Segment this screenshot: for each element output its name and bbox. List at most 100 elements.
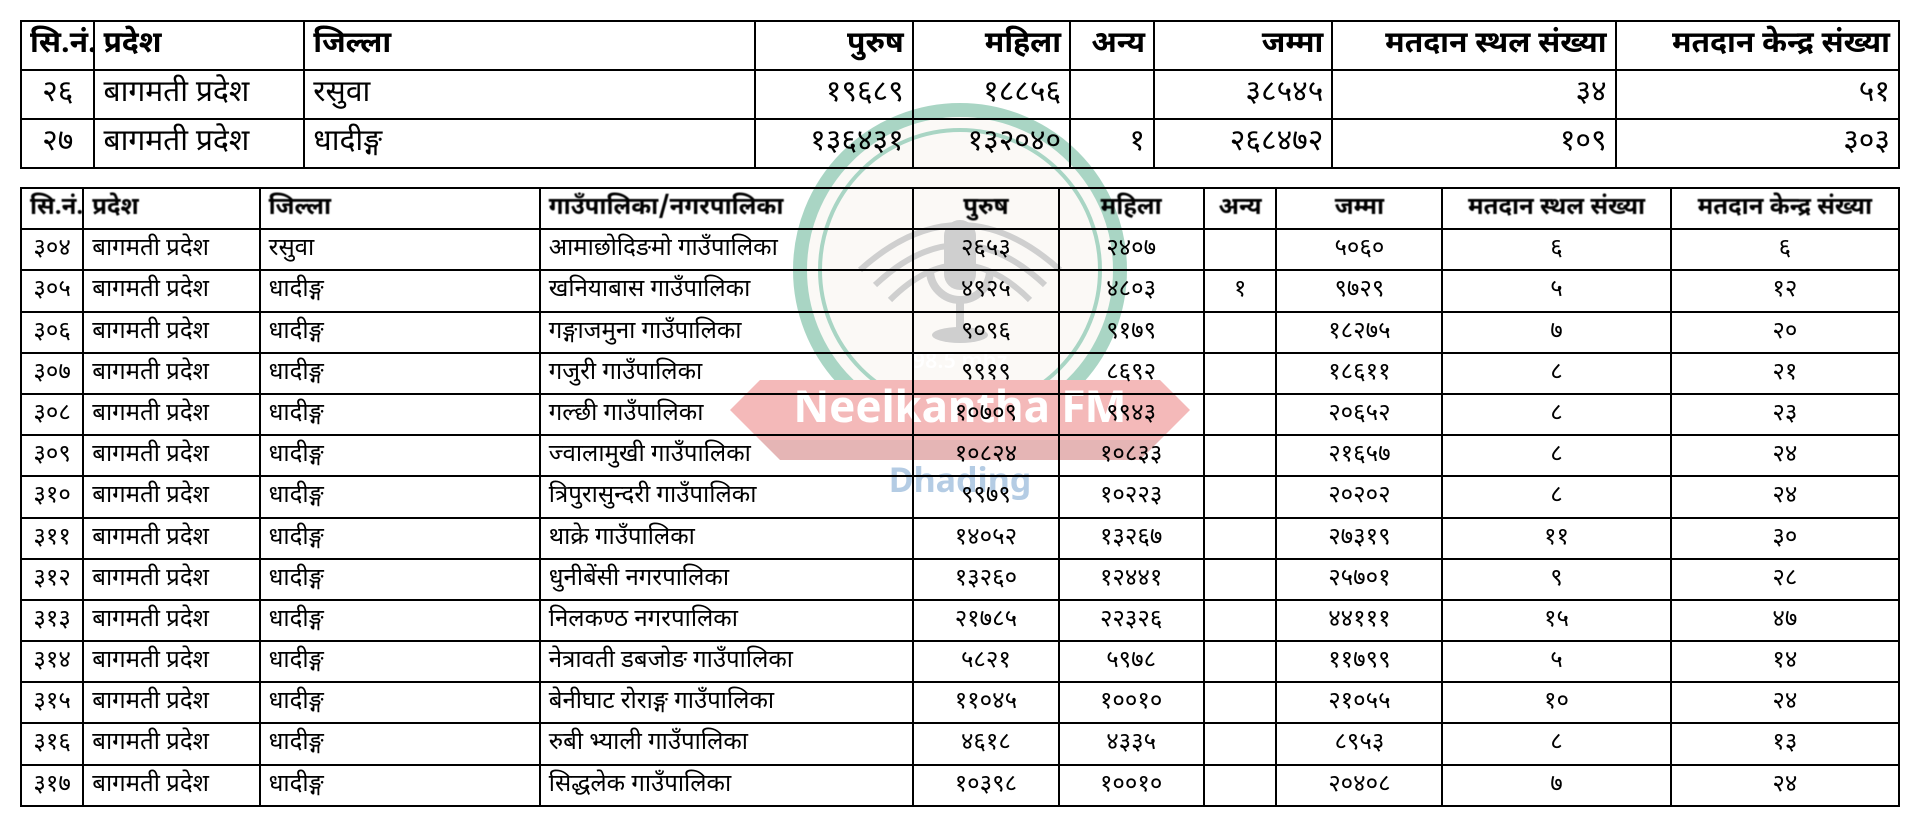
table2-cell: ७ [1442,765,1670,806]
table2-cell: धादीङ्ग [260,312,540,353]
table2-cell: २७३१९ [1276,518,1442,559]
table2-cell: गल्छी गाउँपालिका [540,394,914,435]
table1-col-1: प्रदेश [94,21,304,70]
table2-cell: ५ [1442,270,1670,311]
table1-cell: बागमती प्रदेश [94,119,304,168]
table2-cell [1204,682,1277,723]
table2-cell: ज्वालामुखी गाउँपालिका [540,435,914,476]
table2-cell: ३१२ [21,559,83,600]
table2-cell: ३०६ [21,312,83,353]
table1-cell: रसुवा [304,70,755,119]
table1-col-0: सि.नं. [21,21,94,70]
table2-col-5: महिला [1059,188,1204,229]
table2-cell: ३०४ [21,229,83,270]
table2-cell: ३११ [21,518,83,559]
table2-cell: रुबी भ्याली गाउँपालिका [540,723,914,764]
table2-col-1: प्रदेश [83,188,259,229]
table2-cell: ६ [1442,229,1670,270]
table2-cell [1204,476,1277,517]
table-row: ३१७बागमती प्रदेशधादीङ्गसिद्धलेक गाउँपालि… [21,765,1899,806]
table2-cell: ८ [1442,476,1670,517]
table2-cell: आमाछोदिङमो गाउँपालिका [540,229,914,270]
table2-col-2: जिल्ला [260,188,540,229]
table1-cell: १०९ [1332,119,1615,168]
table2-cell: बागमती प्रदेश [83,600,259,641]
table2-cell: २०२०२ [1276,476,1442,517]
table1-cell: १३६४३१ [755,119,912,168]
table2-col-8: मतदान स्थल संख्या [1442,188,1670,229]
table-row: ३१४बागमती प्रदेशधादीङ्गनेत्रावती डबजोङ ग… [21,641,1899,682]
table2-cell: १८६११ [1276,353,1442,394]
table2-col-3: गाउँपालिका/नगरपालिका [540,188,914,229]
table2-cell: बागमती प्रदेश [83,435,259,476]
table2-cell: बागमती प्रदेश [83,641,259,682]
district-summary-table: सि.नं.प्रदेशजिल्लापुरुषमहिलाअन्यजम्मामतद… [20,20,1900,169]
table2-cell: १३ [1671,723,1899,764]
table-row: ३०८बागमती प्रदेशधादीङ्गगल्छी गाउँपालिका१… [21,394,1899,435]
table2-cell: ११०४५ [913,682,1058,723]
table-row: ३०६बागमती प्रदेशधादीङ्गगङ्गाजमुना गाउँपा… [21,312,1899,353]
table2-cell: धादीङ्ग [260,518,540,559]
table2-cell: ११ [1442,518,1670,559]
table2-cell: धादीङ्ग [260,723,540,764]
table2-cell: ८९५३ [1276,723,1442,764]
table-row: ३१३बागमती प्रदेशधादीङ्गनिलकण्ठ नगरपालिका… [21,600,1899,641]
table2-cell: ९९१९ [913,353,1058,394]
table2-cell: ३१३ [21,600,83,641]
table1-col-5: अन्य [1070,21,1154,70]
table2-cell: ८६९२ [1059,353,1204,394]
municipality-detail-table: सि.नं.प्रदेशजिल्लागाउँपालिका/नगरपालिकापु… [20,187,1900,807]
table2-cell: रसुवा [260,229,540,270]
table2-col-6: अन्य [1204,188,1277,229]
table2-cell [1204,229,1277,270]
table2-cell: ६ [1671,229,1899,270]
table2-cell: २४ [1671,476,1899,517]
table-row: ३१५बागमती प्रदेशधादीङ्गबेनीघाट रोराङ्ग ग… [21,682,1899,723]
table2-cell: धादीङ्ग [260,765,540,806]
table1-cell: २७ [21,119,94,168]
table2-col-4: पुरुष [913,188,1058,229]
table2-cell: बागमती प्रदेश [83,518,259,559]
table2-cell: २४ [1671,435,1899,476]
table1-cell: ५१ [1616,70,1899,119]
table2-cell: २० [1671,312,1899,353]
table2-cell: ३१७ [21,765,83,806]
table1-cell: बागमती प्रदेश [94,70,304,119]
table2-cell: ३० [1671,518,1899,559]
table2-cell: ४४१११ [1276,600,1442,641]
table2-cell: धादीङ्ग [260,353,540,394]
table2-header: सि.नं.प्रदेशजिल्लागाउँपालिका/नगरपालिकापु… [21,188,1899,229]
table1-col-8: मतदान केन्द्र संख्या [1616,21,1899,70]
table2-cell: बागमती प्रदेश [83,559,259,600]
table2-cell: ३०५ [21,270,83,311]
table2-cell: २१७८५ [913,600,1058,641]
table2-cell: धादीङ्ग [260,394,540,435]
table2-cell [1204,765,1277,806]
table2-cell: ३१० [21,476,83,517]
table2-cell: २१६५७ [1276,435,1442,476]
table1-cell: ३४ [1332,70,1615,119]
table2-cell: धादीङ्ग [260,641,540,682]
table2-cell: धादीङ्ग [260,435,540,476]
table2-cell: ५ [1442,641,1670,682]
table2-cell [1204,518,1277,559]
table2-cell: नेत्रावती डबजोङ गाउँपालिका [540,641,914,682]
table2-cell: धादीङ्ग [260,559,540,600]
table1-col-3: पुरुष [755,21,912,70]
table-row: ३१६बागमती प्रदेशधादीङ्गरुबी भ्याली गाउँप… [21,723,1899,764]
table2-body: ३०४ बागमती प्रदेश रसुवाआमाछोदिङमो गाउँपालि… [21,229,1899,806]
table-row: २६बागमती प्रदेशरसुवा१९६८९१८८५६३८५४५३४५१ [21,70,1899,119]
table2-cell: ९९४३ [1059,394,1204,435]
table2-cell [1204,353,1277,394]
table1-cell: २६ [21,70,94,119]
table-row: २७बागमती प्रदेशधादीङ्ग१३६४३११३२०४०१२६८४७… [21,119,1899,168]
table2-cell: १ [1204,270,1277,311]
table2-cell: गजुरी गाउँपालिका [540,353,914,394]
table-row: ३०५बागमती प्रदेशधादीङ्गखनियाबास गाउँपालि… [21,270,1899,311]
table2-cell: बागमती प्रदेश [83,765,259,806]
table2-cell: ४६१८ [913,723,1058,764]
table2-cell: धादीङ्ग [260,476,540,517]
table2-cell: सिद्धलेक गाउँपालिका [540,765,914,806]
table2-cell [1204,641,1277,682]
table2-cell: २१०५५ [1276,682,1442,723]
